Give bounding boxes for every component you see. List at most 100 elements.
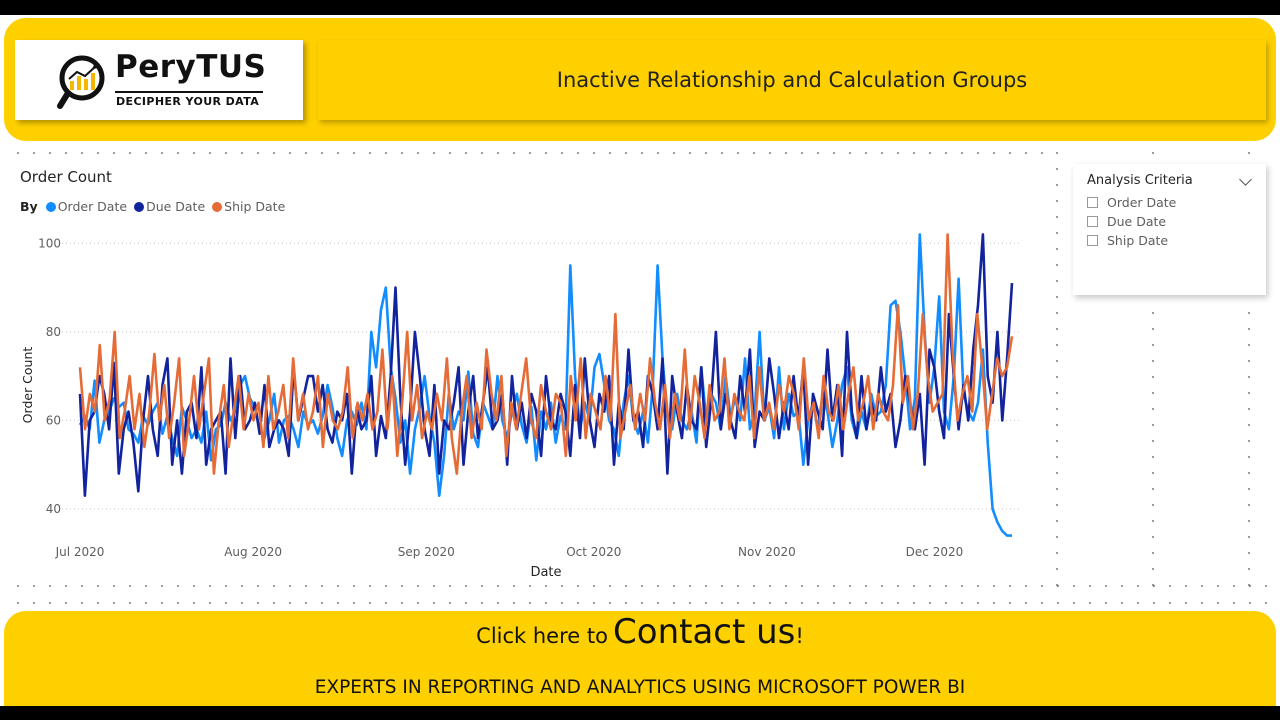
checkbox[interactable]: [1087, 216, 1098, 227]
grid-dot: [1265, 602, 1267, 604]
grid-dot: [817, 602, 819, 604]
grid-dot: [1089, 585, 1091, 587]
grid-dot: [209, 602, 211, 604]
grid-dot: [1137, 585, 1139, 587]
grid-dot: [593, 585, 595, 587]
grid-dot: [513, 152, 515, 154]
grid-dot: [753, 602, 755, 604]
grid-dot: [1056, 504, 1058, 506]
legend-item-ship-date[interactable]: Ship Date: [212, 199, 285, 214]
grid-dot: [1152, 392, 1154, 394]
grid-dot: [481, 585, 483, 587]
grid-dot: [161, 152, 163, 154]
grid-dot: [241, 585, 243, 587]
grid-dot: [1248, 328, 1250, 330]
grid-dot: [737, 152, 739, 154]
grid-dot: [1248, 440, 1250, 442]
grid-dot: [689, 152, 691, 154]
grid-dot: [1056, 440, 1058, 442]
grid-dot: [1056, 584, 1058, 586]
legend-item-due-date[interactable]: Due Date: [134, 199, 205, 214]
checkbox[interactable]: [1087, 197, 1098, 208]
slicer-option-order-date[interactable]: Order Date: [1087, 195, 1176, 210]
grid-dot: [513, 602, 515, 604]
grid-dot: [961, 585, 963, 587]
grid-dot: [417, 152, 419, 154]
grid-dot: [1248, 152, 1250, 154]
grid-dot: [497, 602, 499, 604]
grid-dot: [193, 602, 195, 604]
grid-dot: [1056, 392, 1058, 394]
slicer-option-label: Order Date: [1107, 195, 1177, 210]
grid-dot: [1121, 585, 1123, 587]
grid-dot: [673, 602, 675, 604]
grid-dot: [737, 602, 739, 604]
grid-dot: [721, 585, 723, 587]
grid-dot: [161, 602, 163, 604]
slicer-option-ship-date[interactable]: Ship Date: [1087, 233, 1168, 248]
chevron-down-icon[interactable]: [1239, 173, 1252, 186]
logo-name: PeryTUS: [115, 49, 267, 85]
grid-dot: [97, 152, 99, 154]
logo-divider: [115, 91, 263, 93]
grid-dot: [321, 152, 323, 154]
report-title-box: Inactive Relationship and Calculation Gr…: [318, 40, 1266, 120]
grid-dot: [129, 585, 131, 587]
grid-dot: [993, 602, 995, 604]
grid-dot: [1152, 312, 1154, 314]
grid-dot: [641, 152, 643, 154]
grid-dot: [385, 152, 387, 154]
grid-dot: [1056, 184, 1058, 186]
grid-dot: [177, 585, 179, 587]
grid-dot: [1248, 504, 1250, 506]
grid-dot: [1153, 602, 1155, 604]
grid-dot: [433, 602, 435, 604]
grid-dot: [721, 602, 723, 604]
grid-dot: [1105, 585, 1107, 587]
analysis-criteria-slicer: Analysis Criteria Order Date Due Date Sh…: [1073, 164, 1266, 295]
grid-dot: [401, 585, 403, 587]
grid-dot: [17, 152, 19, 154]
grid-dot: [449, 585, 451, 587]
grid-dot: [641, 585, 643, 587]
slicer-option-due-date[interactable]: Due Date: [1087, 214, 1166, 229]
grid-dot: [1248, 360, 1250, 362]
grid-dot: [1056, 568, 1058, 570]
grid-dot: [1041, 152, 1043, 154]
grid-dot: [641, 602, 643, 604]
grid-dot: [65, 585, 67, 587]
grid-dot: [257, 585, 259, 587]
grid-dot: [1056, 360, 1058, 362]
grid-dot: [449, 152, 451, 154]
grid-dot: [1169, 602, 1171, 604]
grid-dot: [481, 152, 483, 154]
grid-dot: [113, 585, 115, 587]
grid-dot: [1152, 360, 1154, 362]
grid-dot: [1073, 585, 1075, 587]
grid-dot: [17, 602, 19, 604]
grid-dot: [1056, 296, 1058, 298]
grid-dot: [961, 152, 963, 154]
grid-dot: [577, 585, 579, 587]
checkbox[interactable]: [1087, 235, 1098, 246]
grid-dot: [769, 152, 771, 154]
grid-dot: [1248, 408, 1250, 410]
grid-dot: [33, 602, 35, 604]
grid-dot: [801, 152, 803, 154]
grid-dot: [1152, 536, 1154, 538]
grid-dot: [945, 152, 947, 154]
grid-dot: [673, 152, 675, 154]
grid-dot: [705, 585, 707, 587]
grid-dot: [1152, 552, 1154, 554]
grid-dot: [577, 152, 579, 154]
legend-item-order-date[interactable]: Order Date: [45, 199, 127, 214]
legend-dot-icon: [45, 201, 56, 212]
chart-legend: By Order Date Due Date Ship Date: [20, 199, 292, 214]
contact-us-link[interactable]: Click here to Contact us!: [0, 612, 1280, 652]
grid-dot: [321, 585, 323, 587]
grid-dot: [577, 602, 579, 604]
grid-dot: [1201, 602, 1203, 604]
grid-dot: [49, 602, 51, 604]
grid-dot: [1152, 152, 1154, 154]
